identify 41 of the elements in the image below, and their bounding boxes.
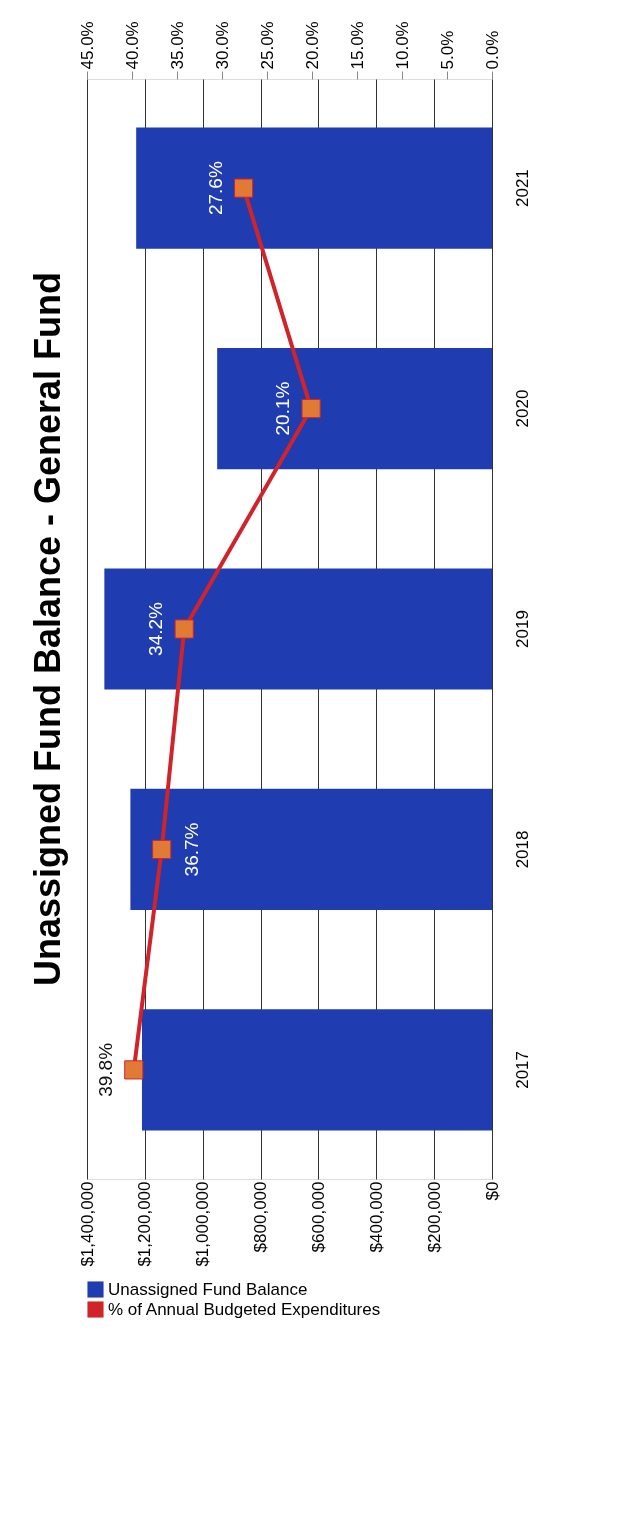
point — [234, 178, 254, 198]
bar — [141, 1009, 492, 1131]
text: Unassigned Fund Balance - General Fund — [27, 271, 68, 987]
y-tick-label: 2017 — [512, 1050, 532, 1089]
y-tick-label: 2020 — [512, 389, 532, 428]
x-tick-label: $1,200,000 — [135, 1181, 155, 1267]
x2-tick-label: 10.0% — [392, 21, 412, 70]
legend-label: Unassigned Fund Balance — [108, 1279, 308, 1299]
point — [152, 839, 172, 860]
legend-label: % of Annual Budgeted Expenditures — [108, 1299, 381, 1319]
x2-tick-label: 15.0% — [347, 21, 367, 70]
x2-tick-label: 45.0% — [77, 21, 97, 70]
bar — [130, 788, 492, 911]
bar — [104, 568, 492, 690]
y-tick-label: 2021 — [512, 169, 532, 208]
y-tick-label: 2019 — [512, 610, 532, 648]
point — [124, 1060, 144, 1080]
data-label: 20.1% — [272, 381, 294, 436]
x2-tick-label: 40.0% — [122, 21, 142, 70]
x2-tick-label: 35.0% — [167, 21, 187, 70]
bar — [217, 347, 492, 470]
data-label: 39.8% — [94, 1042, 116, 1097]
bar — [136, 127, 492, 249]
x-tick-label: $400,000 — [366, 1181, 386, 1253]
x2-tick-label: 5.0% — [437, 30, 457, 70]
point — [174, 619, 194, 639]
x2-tick-label: 30.0% — [212, 21, 232, 70]
x-tick-label: $1,400,000 — [77, 1181, 97, 1267]
x-tick-label: $200,000 — [424, 1181, 444, 1253]
data-label: 34.2% — [145, 601, 167, 656]
x-tick-label: $800,000 — [251, 1181, 271, 1253]
x-tick-label: $0 — [482, 1181, 502, 1201]
data-label: 27.6% — [204, 161, 226, 216]
x-tick-label: $600,000 — [308, 1181, 328, 1253]
y-tick-label: 2018 — [512, 830, 532, 869]
x2-tick-label: 25.0% — [257, 21, 277, 70]
x2-tick-label: 20.0% — [302, 21, 322, 70]
x-tick-label: $1,000,000 — [193, 1181, 213, 1267]
x2-tick-label: 0.0% — [482, 30, 502, 70]
data-label: 36.7% — [180, 822, 202, 877]
point — [301, 398, 321, 419]
